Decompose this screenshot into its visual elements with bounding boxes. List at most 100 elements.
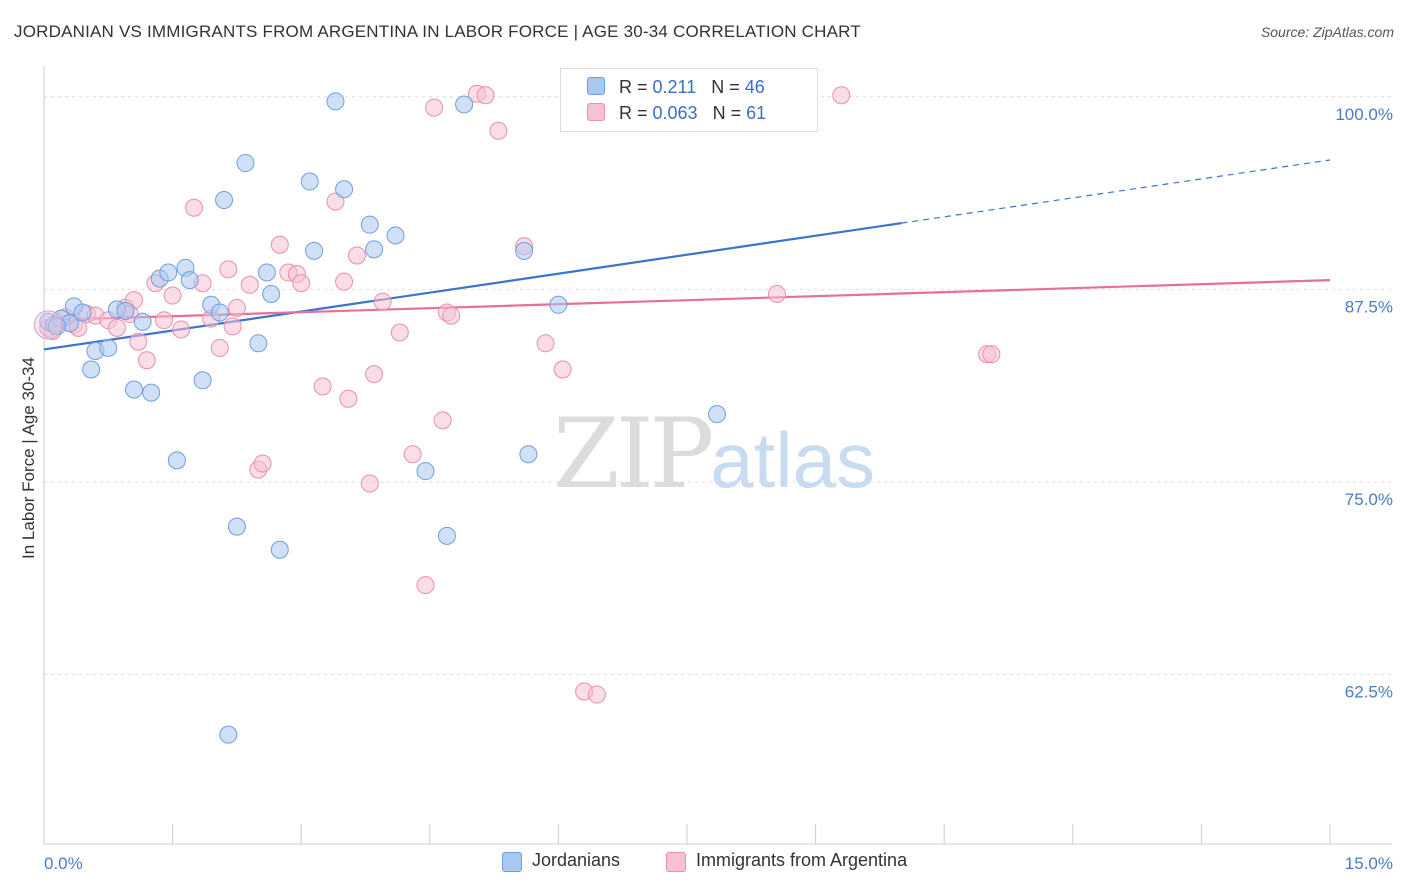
point-argentina — [292, 274, 311, 293]
point-jordanian — [326, 92, 345, 111]
y-tick-label: 87.5% — [1345, 297, 1393, 316]
point-argentina — [313, 377, 332, 396]
point-argentina — [373, 292, 392, 311]
point-jordanian — [365, 240, 384, 259]
point-argentina — [390, 323, 409, 342]
point-argentina — [339, 389, 358, 408]
point-cluster — [33, 310, 63, 340]
bottom-legend-swatch-jordanians — [502, 852, 522, 872]
point-argentina — [155, 311, 174, 330]
point-argentina — [335, 272, 354, 291]
point-jordanian — [116, 301, 135, 320]
point-argentina — [240, 275, 259, 294]
point-jordanian — [386, 226, 405, 245]
point-argentina — [219, 260, 238, 279]
watermark-atlas: atlas — [710, 416, 875, 504]
r-value: 0.211 — [652, 76, 697, 97]
point-argentina — [270, 235, 289, 254]
point-argentina — [326, 192, 345, 211]
point-jordanian — [193, 371, 212, 390]
point-jordanian — [210, 303, 229, 322]
bottom-legend-swatch-argentina — [666, 852, 686, 872]
axes — [43, 66, 1392, 845]
trend-line-argentina — [43, 279, 1331, 322]
point-argentina — [442, 306, 461, 325]
watermark-zip: ZIP — [553, 398, 714, 510]
point-argentina — [832, 86, 851, 105]
point-jordanian — [437, 526, 456, 545]
legend-text-argentina: R = 0.063 N = 61 — [619, 103, 766, 124]
point-jordanian — [305, 241, 324, 260]
point-jordanian — [519, 445, 538, 464]
bottom-legend-label-jordanians: Jordanians — [532, 850, 621, 870]
point-argentina — [360, 474, 379, 493]
y-tick-label: 62.5% — [1345, 683, 1393, 702]
point-argentina — [553, 360, 572, 379]
point-jordanian — [133, 312, 152, 331]
point-jordanian — [99, 338, 118, 357]
source-credit: Source: ZipAtlas.com — [1260, 24, 1394, 40]
n-value: 61 — [746, 102, 767, 123]
point-argentina — [536, 334, 555, 353]
watermark: ZIPatlas — [553, 398, 875, 510]
point-argentina — [172, 320, 191, 339]
point-argentina — [416, 576, 435, 595]
point-argentina — [210, 338, 229, 357]
point-jordanian — [360, 215, 379, 234]
point-jordanian — [73, 303, 92, 322]
point-argentina — [347, 246, 366, 265]
y-tick-label: 100.0% — [1335, 105, 1393, 124]
point-jordanian — [515, 241, 534, 260]
point-argentina — [253, 454, 272, 473]
point-jordanian — [159, 263, 178, 282]
point-jordanian — [335, 180, 354, 199]
point-jordanian — [227, 517, 246, 536]
point-jordanian — [270, 540, 289, 559]
point-argentina — [768, 285, 787, 304]
n-value: 46 — [744, 76, 765, 97]
chart-title: JORDANIAN VS IMMIGRANTS FROM ARGENTINA I… — [14, 22, 861, 41]
legend-text-jordanians: R = 0.211 N = 46 — [619, 77, 765, 98]
point-argentina — [982, 345, 1001, 364]
legend-swatch-argentina — [587, 103, 605, 121]
point-argentina — [227, 298, 246, 317]
r-value: 0.063 — [652, 102, 698, 123]
point-jordanian — [262, 285, 281, 304]
x-tick-label: 0.0% — [44, 854, 83, 873]
point-argentina — [403, 445, 422, 464]
tick-labels: 100.0% 87.5% 75.0% 62.5% 0.0% 15.0% — [44, 105, 1393, 873]
point-argentina — [476, 86, 495, 105]
point-argentina — [425, 98, 444, 117]
trend-line-extension — [901, 159, 1331, 224]
point-jordanian — [215, 191, 234, 210]
point-argentina — [587, 685, 606, 704]
point-jordanian — [257, 263, 276, 282]
point-jordanian — [416, 462, 435, 481]
point-jordanian — [125, 380, 144, 399]
x-tick-label: 15.0% — [1345, 854, 1393, 873]
point-jordanian — [549, 295, 568, 314]
point-argentina — [489, 121, 508, 140]
y-tick-label: 75.0% — [1345, 490, 1393, 509]
point-jordanian — [708, 405, 727, 424]
point-argentina — [129, 332, 148, 351]
point-argentina — [107, 318, 126, 337]
point-jordanian — [167, 451, 186, 470]
bottom-legend-label-argentina: Immigrants from Argentina — [696, 850, 908, 870]
r-label: R = — [619, 102, 653, 123]
data-points — [33, 84, 1001, 744]
point-jordanian — [455, 95, 474, 114]
point-argentina — [223, 317, 242, 336]
point-jordanian — [180, 271, 199, 290]
point-jordanian — [249, 334, 268, 353]
correlation-legend: R = 0.211 N = 46 R = 0.063 N = 61 — [560, 68, 818, 132]
r-label: R = — [619, 76, 653, 97]
n-label: N = — [712, 102, 747, 123]
n-label: N = — [711, 76, 745, 97]
point-argentina — [185, 198, 204, 217]
legend-swatch-jordanians — [587, 77, 605, 95]
point-jordanian — [236, 154, 255, 173]
point-jordanian — [142, 383, 161, 402]
point-jordanian — [82, 360, 101, 379]
